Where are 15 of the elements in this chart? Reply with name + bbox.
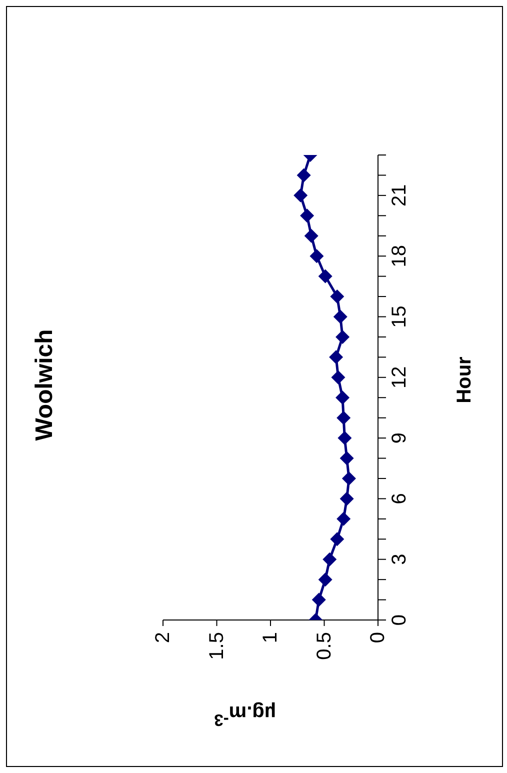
y-tick-label: 6 [388, 493, 411, 504]
x-tick-label: 1.5 [206, 632, 228, 660]
y-tick-label: 9 [388, 432, 411, 444]
text: Woolwich [31, 329, 59, 441]
x-tick-label: 0.5 [313, 632, 336, 660]
y-tick-label: 3 [388, 554, 411, 565]
x-tick-label: 0 [367, 632, 389, 644]
y-tick-label: 0 [388, 614, 411, 626]
y-tick-label: 12 [388, 366, 411, 389]
y-tick-label: 18 [388, 244, 411, 268]
x-tick-label: 1 [260, 632, 282, 644]
y-axis-title: Hour [454, 356, 476, 404]
x-tick-label: 2 [152, 632, 174, 644]
y-tick-label: 21 [388, 184, 411, 207]
y-tick-label: 15 [388, 306, 411, 328]
